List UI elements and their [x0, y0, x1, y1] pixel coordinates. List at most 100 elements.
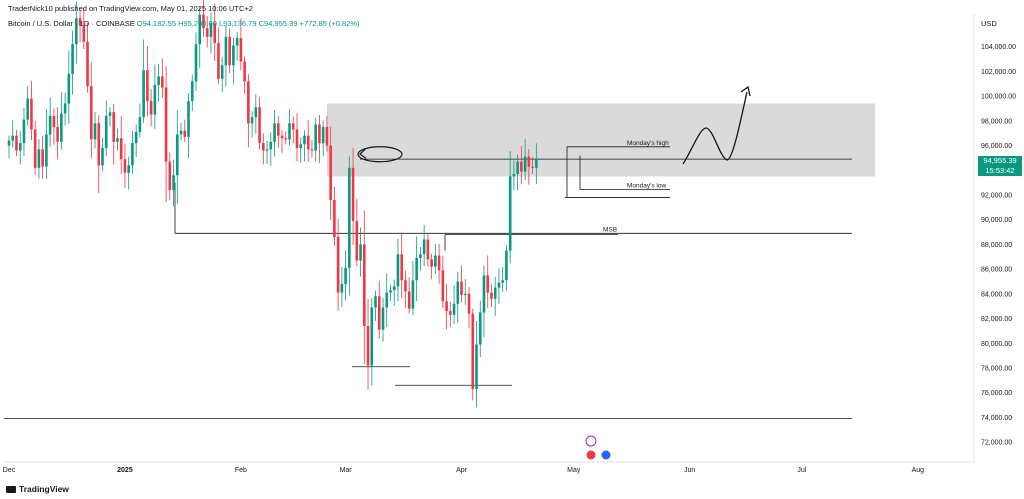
candle-body — [228, 36, 231, 66]
candle-body — [198, 14, 202, 45]
candle-body — [419, 254, 422, 259]
publish-line: TraderNick10 published on TradingView.co… — [8, 4, 253, 13]
candle-body — [520, 161, 523, 172]
candle-body — [209, 23, 213, 37]
candle-body — [187, 101, 190, 137]
candle-body — [359, 244, 362, 261]
candle-body — [202, 14, 205, 29]
candle-body — [445, 301, 448, 312]
candle-body — [523, 156, 527, 172]
x-tick-label: Mar — [340, 467, 353, 474]
candle-body — [205, 28, 209, 37]
candle-body — [37, 149, 41, 168]
candle-body — [366, 325, 370, 366]
candle-body — [60, 113, 63, 142]
candle-body — [265, 149, 269, 151]
y-tick-label: 92,000.00 — [981, 192, 1012, 199]
candle-body — [153, 85, 157, 115]
candle-body — [183, 130, 187, 137]
currency-label[interactable]: USD — [981, 19, 997, 28]
candle-body — [501, 280, 504, 283]
y-tick-label: 98,000.00 — [981, 118, 1012, 125]
candle-body — [377, 296, 381, 330]
candle-body — [385, 292, 389, 308]
candle-body — [284, 138, 288, 140]
candle-body — [415, 258, 418, 281]
candle-body — [194, 44, 198, 82]
candle-body — [389, 290, 392, 293]
candle-body — [299, 144, 303, 149]
ohlc-low: L93,136.79 — [218, 19, 257, 28]
candle-body — [213, 23, 216, 44]
candle-body — [318, 124, 321, 144]
x-tick-label: Jul — [797, 467, 806, 474]
candle-body — [273, 123, 276, 142]
event-icon — [585, 435, 597, 447]
x-tick-label: Jun — [684, 467, 695, 474]
candle-body — [288, 123, 291, 140]
candle-body — [190, 81, 194, 102]
candle-body — [396, 254, 400, 287]
mondays-high-label: Monday's high — [627, 140, 669, 147]
candle-body — [381, 307, 385, 330]
candle-body — [168, 161, 172, 191]
tradingview-logo[interactable]: TradingView — [6, 484, 69, 494]
candle-body — [138, 117, 142, 132]
candle-body — [497, 282, 501, 288]
candle-body — [434, 255, 437, 267]
y-tick-label: 88,000.00 — [981, 242, 1012, 249]
candle-body — [108, 112, 112, 116]
x-tick-label: Dec — [3, 467, 16, 474]
drawn-ellipse — [357, 146, 403, 163]
candle-body — [41, 149, 44, 167]
candle-body — [86, 41, 89, 87]
candle-body — [93, 123, 97, 140]
ohlc-high: H95,200.00 — [178, 19, 217, 28]
candle-body — [127, 165, 130, 173]
candle-body — [482, 275, 486, 313]
y-tick-label: 100,000.00 — [981, 94, 1016, 101]
last-price: 94,955.39 — [983, 156, 1017, 165]
candle-body — [404, 280, 407, 292]
symbol-name: Bitcoin / U.S. Dollar · 1D · COINBASE — [8, 19, 135, 28]
candle-body — [374, 296, 377, 308]
candle-body — [22, 119, 26, 144]
ohlc-change: +772.85 (+0.82%) — [299, 19, 360, 28]
y-tick-label: 72,000.00 — [981, 440, 1012, 447]
candle-body — [430, 259, 433, 267]
flag-icon — [601, 450, 611, 460]
candle-body — [306, 135, 310, 150]
candle-body — [512, 173, 516, 177]
y-tick-label: 104,000.00 — [981, 44, 1016, 51]
candle-body — [449, 311, 452, 315]
candle-body — [295, 129, 299, 149]
candle-body — [78, 18, 82, 26]
candle-body — [351, 167, 355, 221]
candle-body — [82, 25, 86, 42]
candle-body — [224, 36, 228, 66]
candle-body — [340, 283, 344, 293]
drawn-ellipse-arrowhead — [359, 147, 367, 159]
candle-body — [333, 199, 336, 237]
candle-body — [392, 286, 396, 291]
y-tick-label: 84,000.00 — [981, 291, 1012, 298]
candle-body — [291, 123, 295, 130]
candle-body — [363, 244, 366, 326]
candle-body — [411, 280, 415, 309]
candle-body — [370, 307, 374, 366]
candle-body — [456, 281, 460, 304]
candle-body — [71, 44, 74, 74]
y-tick-label: 82,000.00 — [981, 316, 1012, 323]
candle-body — [276, 123, 280, 136]
y-tick-label: 90,000.00 — [981, 217, 1012, 224]
candle-body — [471, 313, 475, 389]
candle-body — [531, 166, 534, 168]
candle-body — [310, 149, 314, 151]
candle-body — [45, 134, 48, 167]
candle-body — [478, 312, 482, 345]
candle-body — [400, 254, 403, 281]
candle-body — [232, 45, 235, 66]
candle-body — [243, 61, 246, 82]
candle-body — [56, 127, 59, 142]
